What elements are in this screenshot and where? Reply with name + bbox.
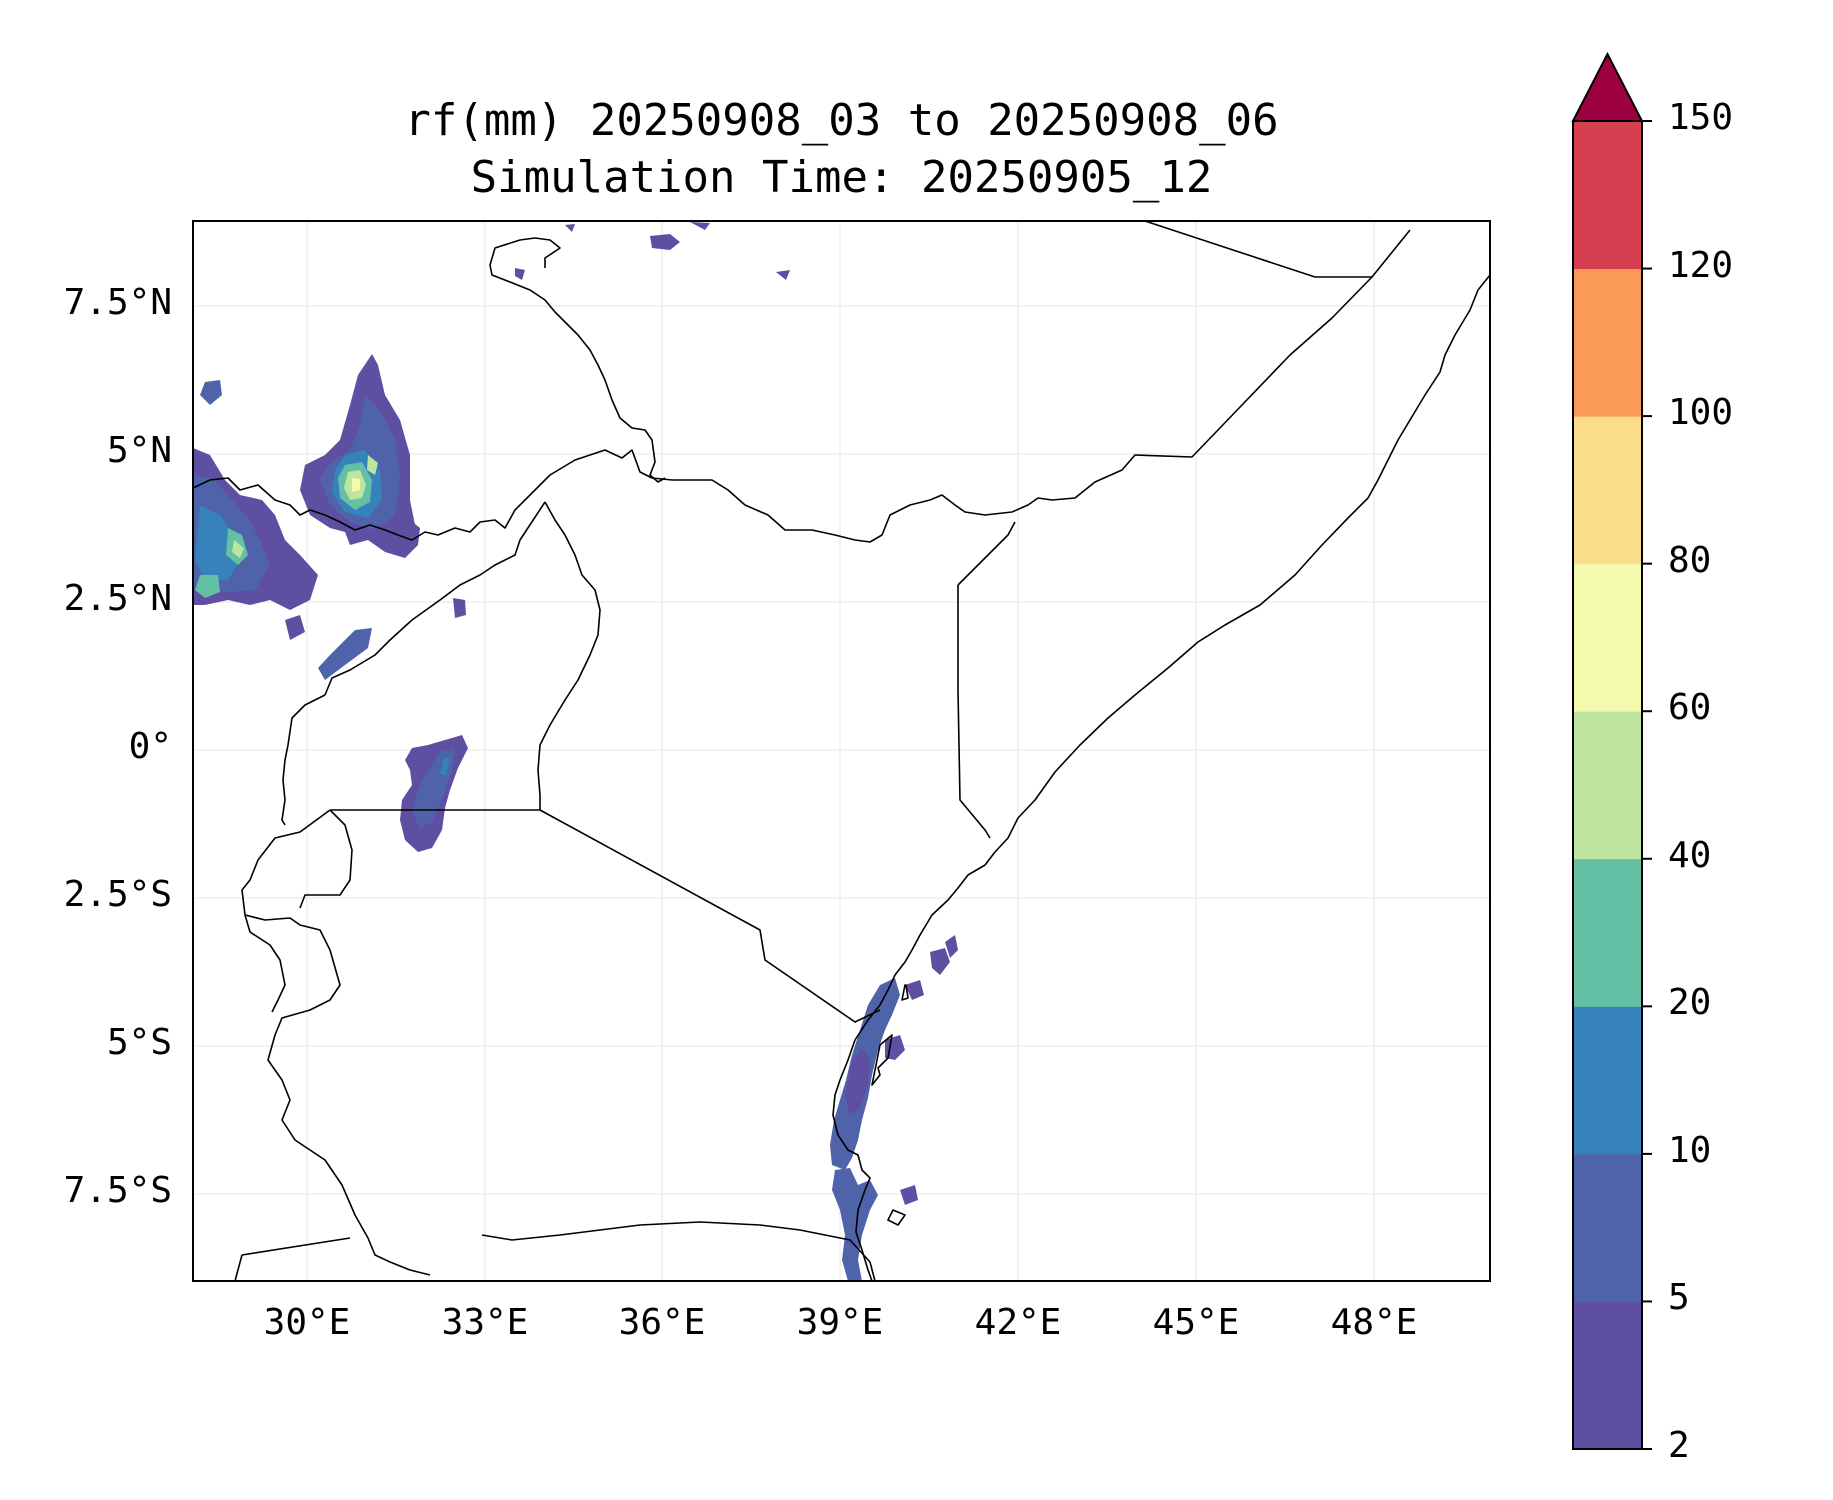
lat-tick-label: 7.5°S	[63, 1170, 172, 1211]
map-frame	[192, 220, 1491, 1282]
colorbar-segment	[1573, 563, 1642, 712]
lat-tick-label: 7.5°N	[63, 282, 172, 323]
border-zambia	[234, 1254, 243, 1281]
border-kenya-somalia	[957, 585, 991, 839]
border-rwanda-burundi-tanzania	[241, 809, 431, 1276]
colorbar-outline	[1572, 120, 1643, 1450]
border-burundi-drc	[244, 914, 286, 1013]
colorbar-segment	[1573, 1301, 1642, 1450]
colorbar-tick-label: 40	[1668, 834, 1712, 876]
border-uganda-kenya	[537, 501, 601, 810]
colorbar-segment	[1573, 268, 1642, 417]
rain-area-2-5	[776, 270, 790, 280]
lat-tick-label: 2.5°N	[63, 578, 172, 619]
lat-tick-label: 5°N	[106, 430, 172, 471]
map-title-line-1: rf(mm) 20250908_03 to 20250908_06	[404, 95, 1279, 146]
lat-tick-label: 2.5°S	[63, 874, 172, 915]
lon-tick-label: 48°E	[1330, 1302, 1418, 1343]
rain-area-2-5	[285, 615, 305, 640]
rain-area-2-5	[945, 935, 958, 958]
border-sudan-eritrea	[489, 237, 666, 483]
rain-area-40-60	[232, 540, 244, 558]
colorbar-tick-label: 10	[1668, 1129, 1712, 1171]
border-ethiopia-somalia	[1144, 221, 1372, 278]
colorbar-segment	[1573, 121, 1642, 270]
rain-area-2-5	[885, 1035, 905, 1060]
rain-area-60-80	[352, 478, 360, 492]
lon-tick-label: 30°E	[263, 1302, 351, 1343]
colorbar-tick-label: 2	[1668, 1425, 1690, 1466]
island-zanzibar	[871, 1034, 893, 1086]
lon-tick-label: 42°E	[974, 1302, 1062, 1343]
rain-area-2-5	[690, 222, 710, 230]
colorbar-segment	[1573, 1153, 1642, 1302]
rain-area-2-5	[410, 520, 420, 545]
rain-area-2-5	[650, 234, 680, 250]
border-tanzania-malawi-mozambique	[481, 1221, 876, 1281]
country-borders	[193, 221, 1490, 1281]
colorbar-segment	[1573, 416, 1642, 565]
lon-tick-label: 36°E	[618, 1302, 706, 1343]
lat-tick-label: 0°	[128, 726, 172, 767]
colorbar	[1571, 51, 1652, 1450]
rain-area-5-10	[200, 380, 222, 405]
border-kenya-somalia-north	[957, 521, 1016, 586]
colorbar-tick-label: 120	[1668, 244, 1734, 286]
lon-tick-label: 39°E	[796, 1302, 884, 1343]
colorbar-segment	[1573, 1006, 1642, 1155]
colorbar-segment	[1573, 858, 1642, 1007]
map-title-line-2: Simulation Time: 20250905_12	[470, 152, 1213, 203]
colorbar-tick-label: 20	[1668, 982, 1712, 1024]
rain-area-10-20	[440, 758, 450, 776]
lat-tick-label: 5°S	[106, 1022, 172, 1063]
border-zambia-tanzania	[241, 1237, 351, 1256]
island-mafia	[887, 1209, 906, 1226]
colorbar-tick-label: 100	[1668, 392, 1734, 434]
rain-area-2-5	[845, 1048, 870, 1115]
lon-tick-label: 33°E	[441, 1302, 529, 1343]
rain-area-2-5	[930, 948, 950, 975]
colorbar-tick-label: 150	[1668, 97, 1734, 138]
rain-area-5-10	[832, 1168, 878, 1281]
colorbar-tick-label: 80	[1668, 539, 1712, 581]
rain-area-5-10	[318, 628, 372, 680]
rain-area-2-5	[905, 980, 924, 1000]
rain-area-20-40	[195, 575, 220, 598]
rain-area-2-5	[515, 268, 525, 280]
colorbar-segment	[1573, 711, 1642, 860]
rain-area-2-5	[900, 1185, 918, 1205]
colorbar-extend-arrow	[1571, 51, 1644, 122]
lon-tick-label: 45°E	[1152, 1302, 1240, 1343]
colorbar-tick-label: 60	[1668, 687, 1712, 729]
border-kenya-tanzania	[539, 809, 881, 1023]
coastline-east	[832, 274, 1490, 1281]
rain-area-10-20	[195, 505, 240, 580]
rain-area-40-60	[367, 455, 378, 475]
border-uganda-drc	[281, 694, 326, 826]
rain-area-2-5	[453, 598, 466, 618]
border-uganda-drc-north	[324, 501, 546, 696]
rainfall-field	[193, 222, 958, 1281]
border-rwanda-burundi	[299, 809, 353, 909]
rain-area-2-5	[565, 224, 575, 232]
island-pemba	[901, 984, 909, 1001]
colorbar-tick-label: 5	[1668, 1277, 1690, 1319]
